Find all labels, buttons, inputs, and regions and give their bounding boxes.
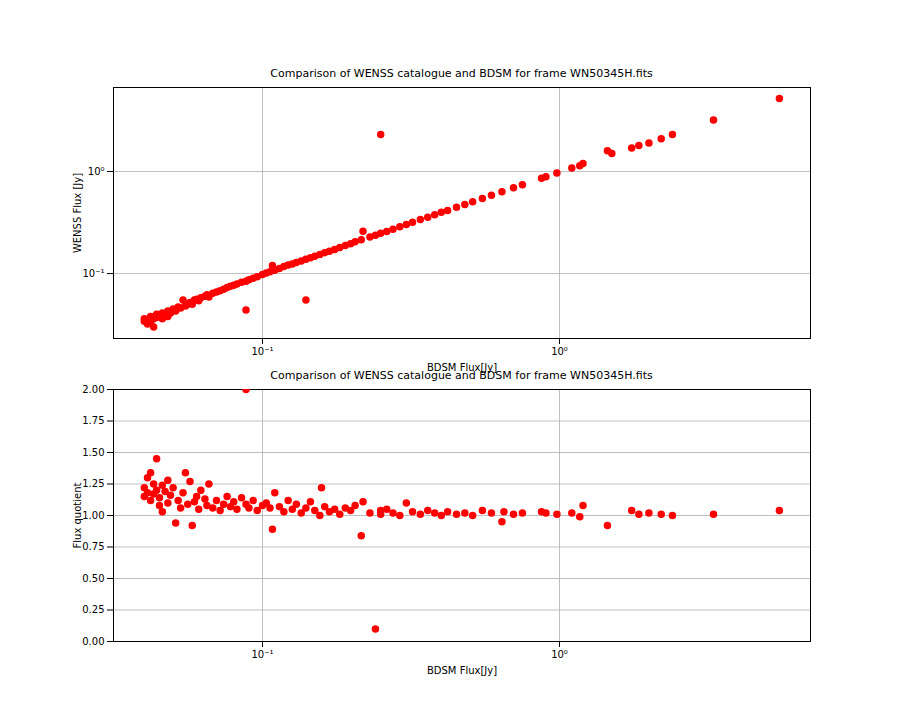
svg-text:1.75: 1.75 bbox=[82, 415, 104, 426]
svg-text:BDSM Flux[Jy]: BDSM Flux[Jy] bbox=[427, 665, 497, 676]
svg-text:10⁻¹: 10⁻¹ bbox=[251, 649, 273, 660]
svg-text:WENSS Flux [Jy]: WENSS Flux [Jy] bbox=[72, 173, 83, 253]
svg-text:Flux quotient: Flux quotient bbox=[72, 482, 83, 548]
svg-text:10⁻¹: 10⁻¹ bbox=[82, 268, 104, 279]
svg-text:0.00: 0.00 bbox=[82, 636, 104, 647]
svg-text:1.00: 1.00 bbox=[82, 510, 104, 521]
svg-text:10⁰: 10⁰ bbox=[551, 346, 568, 357]
svg-text:10⁻¹: 10⁻¹ bbox=[251, 346, 273, 357]
svg-text:1.25: 1.25 bbox=[82, 478, 104, 489]
svg-text:0.75: 0.75 bbox=[82, 541, 104, 552]
svg-text:10⁰: 10⁰ bbox=[88, 166, 105, 177]
svg-text:0.50: 0.50 bbox=[82, 573, 104, 584]
svg-text:0.25: 0.25 bbox=[82, 604, 104, 615]
svg-text:1.50: 1.50 bbox=[82, 447, 104, 458]
svg-text:10⁰: 10⁰ bbox=[551, 649, 568, 660]
svg-text:2.00: 2.00 bbox=[82, 384, 104, 395]
